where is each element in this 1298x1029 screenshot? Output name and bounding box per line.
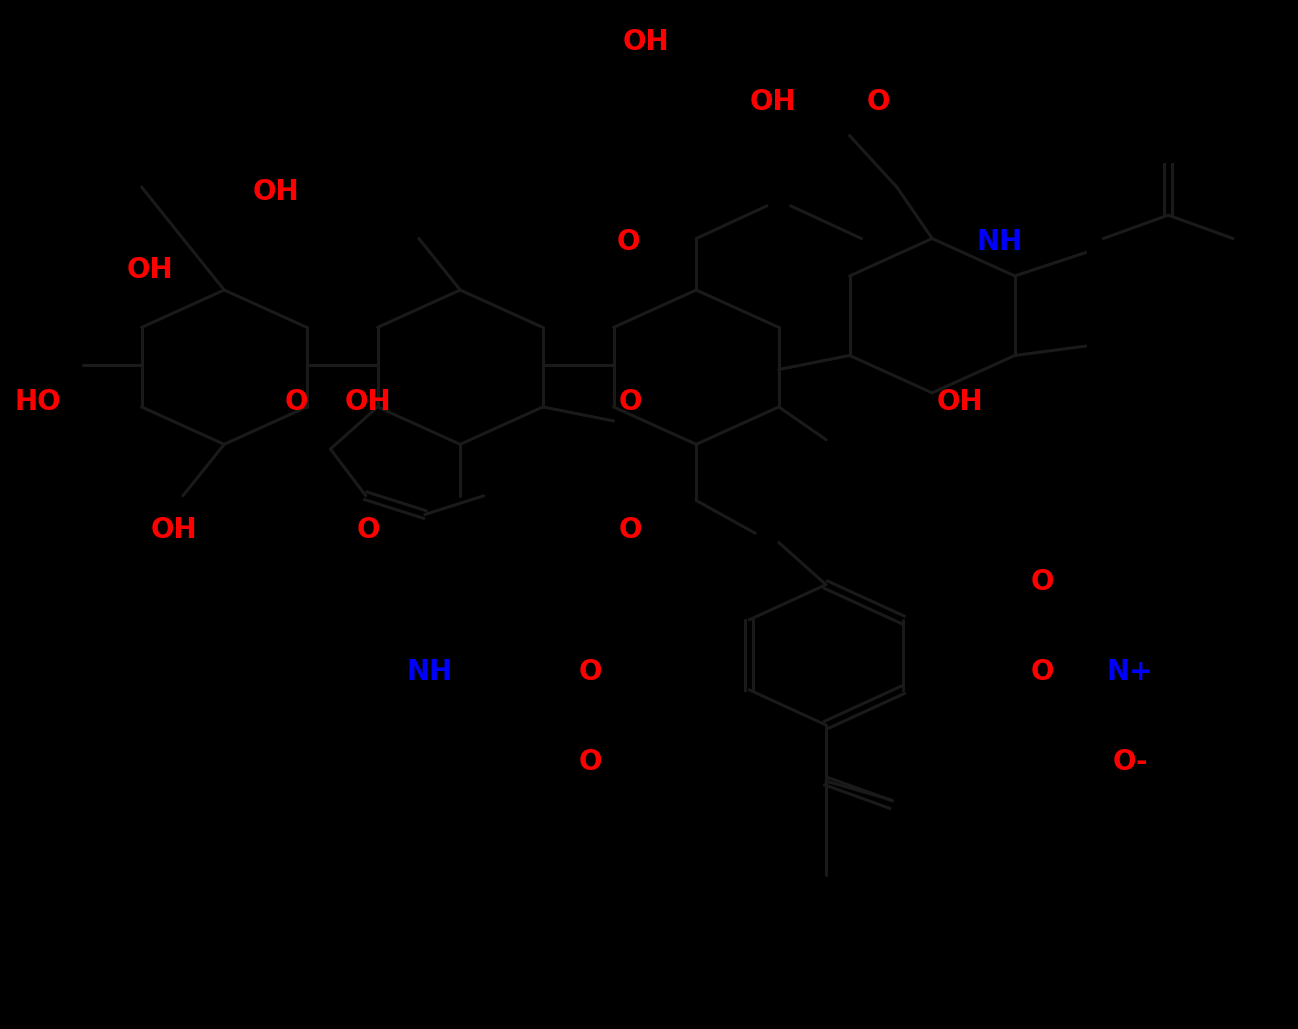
Text: N+: N+ bbox=[1107, 658, 1153, 686]
Text: OH: OH bbox=[253, 178, 300, 206]
Text: OH: OH bbox=[127, 256, 174, 284]
Text: O: O bbox=[618, 516, 641, 544]
Text: OH: OH bbox=[750, 88, 796, 116]
Text: O: O bbox=[356, 516, 380, 544]
Text: OH: OH bbox=[345, 388, 391, 416]
Text: OH: OH bbox=[937, 388, 984, 416]
Text: NH: NH bbox=[977, 228, 1023, 256]
Text: O: O bbox=[617, 228, 640, 256]
Text: O: O bbox=[866, 88, 889, 116]
Text: O: O bbox=[284, 388, 308, 416]
Text: O: O bbox=[618, 388, 641, 416]
Text: O: O bbox=[1031, 658, 1054, 686]
Text: OH: OH bbox=[623, 28, 670, 56]
Text: O: O bbox=[578, 748, 602, 776]
Text: O: O bbox=[1031, 568, 1054, 596]
Text: NH: NH bbox=[406, 658, 453, 686]
Text: O: O bbox=[578, 658, 602, 686]
Text: HO: HO bbox=[14, 388, 61, 416]
Text: OH: OH bbox=[151, 516, 197, 544]
Text: O-: O- bbox=[1112, 748, 1147, 776]
